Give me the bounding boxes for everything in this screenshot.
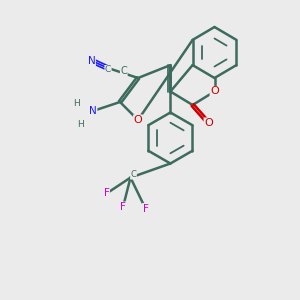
Text: H: H: [78, 120, 84, 129]
Text: C: C: [105, 65, 111, 74]
Text: O: O: [210, 86, 219, 97]
Text: C: C: [120, 66, 127, 76]
Text: C: C: [130, 170, 136, 179]
Text: N: N: [88, 56, 95, 66]
Text: F: F: [142, 203, 148, 214]
Text: O: O: [134, 115, 142, 125]
Text: N: N: [89, 106, 97, 116]
Text: O: O: [204, 118, 213, 128]
Text: F: F: [103, 188, 109, 199]
Text: F: F: [120, 202, 126, 212]
Text: H: H: [73, 99, 80, 108]
